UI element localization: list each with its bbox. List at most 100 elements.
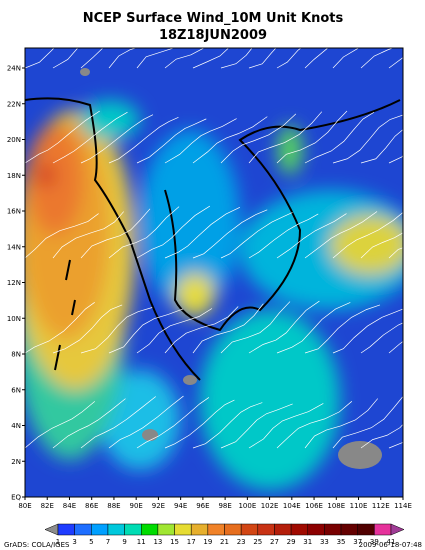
streamline bbox=[332, 212, 403, 259]
streamline bbox=[220, 212, 293, 259]
colorbar-label: 39 bbox=[370, 538, 379, 546]
streamline bbox=[220, 403, 293, 449]
colorbar-label: 33 bbox=[320, 538, 329, 546]
colorbar-label: 9 bbox=[122, 538, 126, 546]
streamline bbox=[80, 307, 153, 354]
streamline bbox=[136, 48, 175, 69]
streamline bbox=[108, 48, 138, 69]
colorbar-box bbox=[91, 523, 109, 536]
streamline bbox=[248, 403, 324, 449]
map-frame bbox=[24, 47, 404, 498]
streamline bbox=[220, 48, 253, 69]
streamline bbox=[360, 129, 403, 164]
colorbar-label: 13 bbox=[153, 538, 162, 546]
streamline bbox=[332, 308, 403, 354]
streamline bbox=[248, 300, 320, 354]
streamline bbox=[304, 48, 329, 69]
streamline bbox=[108, 206, 180, 259]
streamline bbox=[388, 154, 403, 164]
y-tick-label: 12N bbox=[7, 279, 21, 287]
streamline bbox=[388, 247, 403, 259]
footer-right: 2009-06-18-07:48 bbox=[359, 541, 422, 549]
colorbar-label: 5 bbox=[89, 538, 93, 546]
x-tick-label: 108E bbox=[327, 502, 345, 510]
streamline bbox=[25, 213, 99, 259]
x-tick-label: 84E bbox=[63, 502, 76, 510]
streamline bbox=[25, 302, 95, 354]
streamline bbox=[360, 322, 403, 354]
x-tick-label: 110E bbox=[350, 502, 368, 510]
y-tick-label: 8N bbox=[11, 351, 21, 359]
x-tick-label: 104E bbox=[283, 502, 301, 510]
colorbar-label: 31 bbox=[303, 538, 312, 546]
colorbar-box bbox=[74, 523, 92, 536]
streamline bbox=[164, 48, 205, 69]
x-tick-label: 100E bbox=[238, 502, 256, 510]
streamline bbox=[136, 397, 210, 449]
colorbar-label: 27 bbox=[270, 538, 279, 546]
colorbar-label: 15 bbox=[170, 538, 179, 546]
x-tick-label: 96E bbox=[196, 502, 209, 510]
x-tick-label: 88E bbox=[107, 502, 120, 510]
streamline bbox=[304, 111, 375, 164]
map bbox=[25, 48, 403, 497]
streamline bbox=[332, 114, 403, 164]
y-tick-label: 14N bbox=[7, 243, 21, 251]
streamline bbox=[108, 117, 179, 164]
x-tick-label: 82E bbox=[41, 502, 54, 510]
colorbar-label: 41 bbox=[387, 538, 396, 546]
streamline bbox=[136, 118, 207, 164]
streamline bbox=[220, 301, 291, 354]
footer-left: GrADS: COLA/IGES bbox=[4, 541, 70, 549]
colorbar-box bbox=[257, 523, 275, 536]
x-tick-label: 112E bbox=[372, 502, 390, 510]
streamline bbox=[108, 395, 184, 449]
streamline bbox=[52, 304, 123, 354]
colorbar-box bbox=[124, 523, 142, 536]
colorbar-box bbox=[57, 523, 75, 536]
colorbar-label: 35 bbox=[337, 538, 346, 546]
streamline bbox=[25, 48, 55, 69]
y-tick-label: 20N bbox=[7, 136, 21, 144]
streamline bbox=[276, 401, 353, 449]
streamline bbox=[25, 401, 96, 449]
colorbar-box bbox=[307, 523, 325, 536]
y-tick-label: 22N bbox=[7, 100, 21, 108]
colorbar-label: 37 bbox=[353, 538, 362, 546]
colorbar-box bbox=[157, 523, 175, 536]
colorbar-box bbox=[357, 523, 375, 536]
colorbar-label: 23 bbox=[237, 538, 246, 546]
x-tick-label: 106E bbox=[305, 502, 323, 510]
y-tick-label: EQ bbox=[11, 494, 21, 502]
colorbar-label: 1 bbox=[56, 538, 60, 546]
colorbar-box bbox=[374, 523, 392, 536]
streamline bbox=[248, 111, 323, 164]
streamline bbox=[164, 306, 239, 354]
colorbar-box bbox=[174, 523, 192, 536]
colorbar-box bbox=[107, 523, 125, 536]
subtitle: 18Z18JUN2009 bbox=[159, 28, 267, 43]
streamline bbox=[52, 48, 79, 69]
x-tick-label: 114E bbox=[394, 502, 412, 510]
colorbar-box bbox=[274, 523, 292, 536]
y-tick-label: 2N bbox=[11, 458, 21, 466]
y-tick-label: 10N bbox=[7, 315, 21, 323]
x-tick-label: 98E bbox=[218, 502, 231, 510]
streamline bbox=[192, 116, 268, 164]
streamline bbox=[248, 48, 277, 69]
streamline bbox=[192, 48, 230, 69]
y-tick-label: 24N bbox=[7, 65, 21, 73]
streamline bbox=[304, 304, 381, 354]
x-tick-label: 80E bbox=[18, 502, 31, 510]
streamline bbox=[276, 302, 351, 354]
y-tick-label: 16N bbox=[7, 208, 21, 216]
streamline bbox=[220, 113, 297, 164]
colorbar-label: 7 bbox=[106, 538, 110, 546]
streamline bbox=[276, 48, 302, 69]
x-tick-label: 94E bbox=[174, 502, 187, 510]
colorbar-box bbox=[324, 523, 342, 536]
colorbar-box bbox=[207, 523, 225, 536]
streamline bbox=[80, 114, 154, 164]
streamline bbox=[276, 110, 348, 164]
streamline bbox=[136, 308, 213, 354]
